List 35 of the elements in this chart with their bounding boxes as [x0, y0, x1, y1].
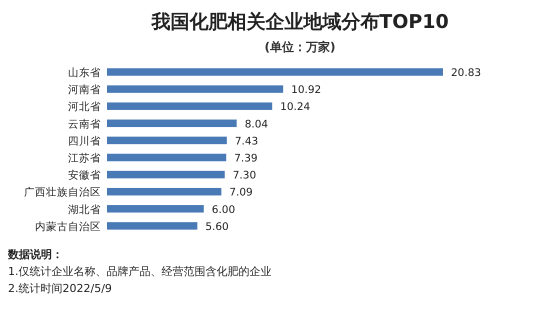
- data-label: 10.24: [280, 101, 311, 114]
- chart-title: 我国化肥相关企业地域分布TOP10: [150, 11, 449, 33]
- data-label: 8.04: [244, 118, 268, 130]
- text: 数据说明：: [7, 248, 63, 261]
- bar: [107, 120, 237, 128]
- bar: [107, 136, 227, 144]
- y-tick-label: 云南省: [68, 117, 101, 130]
- data-label: 7.43: [234, 135, 258, 148]
- bar: [107, 205, 204, 213]
- data-label: 7.39: [234, 152, 258, 164]
- bar: [107, 68, 443, 76]
- data-label: 10.92: [291, 84, 322, 96]
- y-tick-label: 四川省: [68, 134, 101, 148]
- y-tick-label: 江苏省: [68, 152, 101, 164]
- y-tick-label: 山东省: [68, 66, 101, 79]
- data-label: 7.30: [232, 170, 256, 182]
- bar: [107, 170, 225, 178]
- y-tick-label: 河北省: [68, 100, 101, 114]
- y-tick-label: 安徽省: [68, 168, 101, 182]
- data-label: 7.09: [229, 186, 253, 199]
- bar: [107, 154, 226, 162]
- data-label: 5.60: [205, 220, 229, 233]
- bar: [107, 222, 198, 230]
- y-tick-label: 湖北省: [68, 202, 101, 216]
- bar: [107, 85, 284, 93]
- bar: [107, 102, 272, 110]
- y-tick-label: 河南省: [68, 83, 101, 96]
- data-label: 20.83: [451, 67, 482, 79]
- bar: [107, 188, 222, 196]
- data-label: 6.00: [212, 204, 236, 216]
- text: 2.统计时间2022/5/9: [8, 282, 112, 295]
- text: 1.仅统计企业名称、品牌产品、经营范围含化肥的企业: [8, 265, 272, 278]
- y-tick-label: 内蒙古自治区: [35, 220, 101, 233]
- chart-subtitle: (单位：万家): [264, 40, 336, 54]
- y-tick-label: 广西壮族自治区: [24, 186, 101, 199]
